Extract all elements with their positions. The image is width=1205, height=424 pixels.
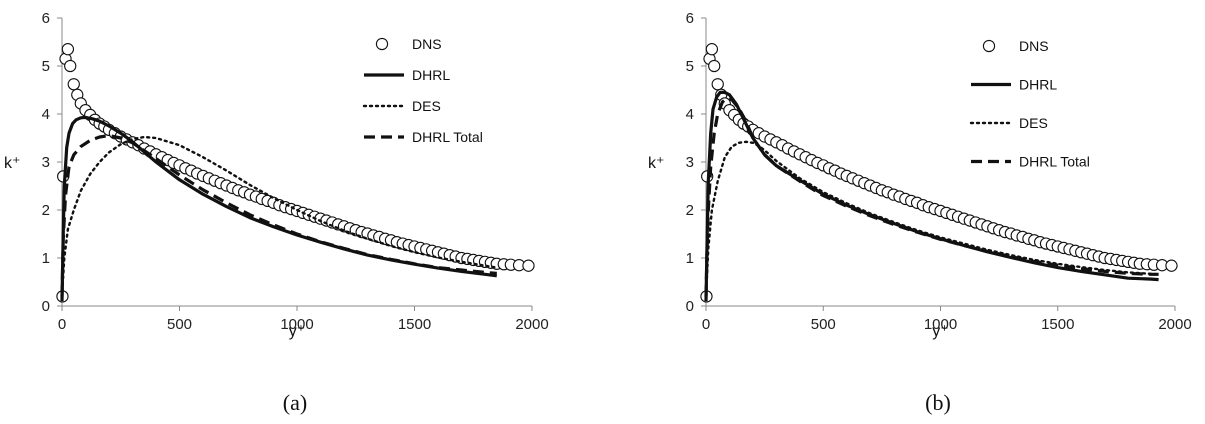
y-axis-label: k⁺ bbox=[648, 155, 664, 172]
legend-label: DNS bbox=[1019, 38, 1049, 54]
y-tick-label: 4 bbox=[686, 106, 694, 123]
x-tick-label: 0 bbox=[58, 316, 66, 333]
dns-point bbox=[711, 78, 724, 91]
y-tick-label: 2 bbox=[686, 202, 694, 219]
x-tick-label: 500 bbox=[811, 316, 836, 333]
legend-label: DHRL bbox=[1019, 77, 1057, 93]
y-tick-label: 3 bbox=[686, 154, 694, 171]
dns-point bbox=[67, 78, 80, 91]
legend-label: DNS bbox=[412, 36, 442, 52]
dns-point bbox=[522, 259, 535, 272]
x-tick-label: 500 bbox=[167, 316, 192, 333]
dns-point bbox=[708, 59, 721, 73]
dns-point bbox=[64, 59, 77, 73]
legend-label: DHRL bbox=[412, 67, 450, 83]
x-tick-label: 2000 bbox=[1158, 316, 1191, 333]
x-tick-label: 0 bbox=[702, 316, 710, 333]
legend-label: DES bbox=[1019, 115, 1048, 131]
x-tick-label: 1000 bbox=[924, 316, 957, 333]
x-axis-label: y⁺ bbox=[289, 323, 305, 340]
dns-point bbox=[61, 43, 75, 56]
y-tick-label: 0 bbox=[686, 298, 694, 315]
y-tick-label: 1 bbox=[42, 250, 50, 267]
panel-caption: (b) bbox=[925, 390, 951, 415]
dns-point bbox=[705, 43, 719, 56]
x-tick-label: 1500 bbox=[398, 316, 431, 333]
x-axis-label: y⁺ bbox=[932, 323, 948, 340]
y-tick-label: 5 bbox=[42, 58, 50, 75]
y-tick-label: 3 bbox=[42, 154, 50, 171]
y-tick-label: 0 bbox=[42, 298, 50, 315]
series-dns bbox=[700, 43, 1178, 303]
legend-label: DES bbox=[412, 98, 441, 114]
x-tick-label: 1000 bbox=[280, 316, 313, 333]
legend: DNS DHRL DES DHRL Total bbox=[969, 38, 1090, 170]
legend-swatch-dns bbox=[982, 39, 996, 53]
series-dns bbox=[56, 43, 535, 303]
legend: DNS DHRL DES DHRL Total bbox=[362, 36, 483, 145]
dns-point bbox=[1165, 259, 1178, 272]
y-tick-label: 1 bbox=[686, 250, 694, 267]
x-tick-label: 2000 bbox=[515, 316, 548, 333]
legend-label: DHRL Total bbox=[412, 129, 483, 145]
series-dhrl-total bbox=[704, 96, 1159, 297]
legend-label: DHRL Total bbox=[1019, 154, 1090, 170]
legend-swatch-dns bbox=[375, 37, 389, 51]
y-tick-label: 6 bbox=[686, 10, 694, 27]
x-tick-label: 1500 bbox=[1041, 316, 1074, 333]
y-tick-label: 2 bbox=[42, 202, 50, 219]
y-tick-label: 6 bbox=[42, 10, 50, 27]
series-dhrl-total bbox=[60, 134, 497, 297]
y-tick-label: 4 bbox=[42, 106, 50, 123]
panel-caption: (a) bbox=[283, 390, 307, 415]
series-des bbox=[60, 135, 498, 298]
chart-b: 0 1 2 3 4 5 6 0 500 1000 1500 2000 k⁺ y⁺ DNS DHRL DES DHR… bbox=[648, 10, 1192, 415]
y-tick-label: 5 bbox=[686, 58, 694, 75]
chart-a: 0 1 2 3 4 5 6 0 500 1000 1500 2000 k⁺ y⁺ DNS DHRL DES DHR… bbox=[4, 10, 549, 415]
y-axis-label: k⁺ bbox=[4, 155, 20, 172]
